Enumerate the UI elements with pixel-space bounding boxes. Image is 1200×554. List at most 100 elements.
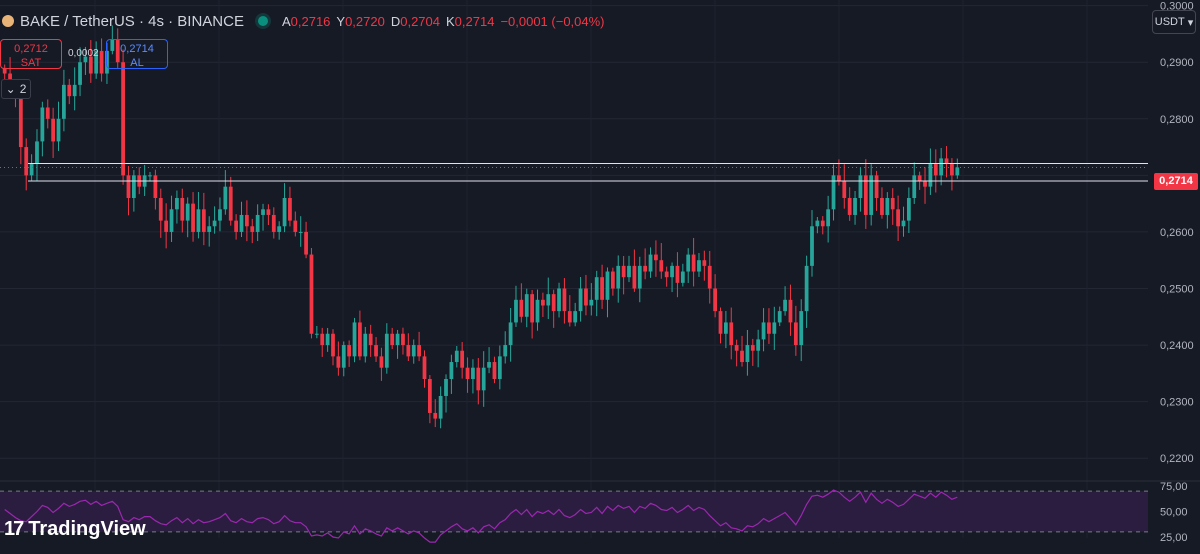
candle-body (772, 322, 777, 334)
candle-body (88, 56, 93, 74)
sell-button[interactable]: 0,2712 SAT (0, 39, 62, 69)
candle-body (594, 277, 599, 300)
candle-body (449, 362, 454, 380)
candle-body (341, 345, 346, 368)
candle-body (637, 265, 642, 289)
candle-body (72, 84, 77, 97)
high-label: Y (336, 13, 346, 29)
candle-body (524, 294, 529, 317)
candle-body (234, 220, 239, 232)
candle-body (358, 322, 362, 357)
candle-body (551, 294, 556, 312)
candle-body (352, 322, 357, 357)
candle-body (427, 379, 432, 413)
rsi-band (0, 491, 1148, 532)
candle-body (589, 299, 594, 306)
bake-coin-icon (2, 15, 14, 27)
rsi-tick-label: 75,00 (1160, 481, 1188, 493)
candle-body (880, 197, 884, 215)
y-tick-label: 0,2600 (1160, 227, 1194, 239)
candle-body (917, 175, 922, 182)
candle-body (293, 220, 298, 232)
candle-body (896, 209, 900, 227)
y-tick-label: 0,2400 (1160, 340, 1194, 352)
candle-body (164, 220, 169, 232)
candle-body (497, 356, 502, 380)
sell-label: SAT (20, 57, 42, 69)
candle-body (363, 333, 368, 357)
candle-body (729, 322, 734, 346)
candle-body (454, 350, 459, 363)
candle-body (621, 265, 626, 278)
candle-body (62, 84, 66, 119)
candle-body (659, 260, 664, 272)
change-value: −0,0001 (−0,04%) (500, 13, 605, 29)
candle-body (309, 254, 314, 334)
candle-body (664, 271, 669, 278)
y-tick-label: 0,2300 (1160, 397, 1194, 409)
candle-body (632, 265, 637, 289)
candle-body (713, 288, 718, 312)
candle-body (562, 288, 567, 312)
candle-body (815, 220, 820, 227)
tradingview-wordmark: TradingView (28, 518, 146, 540)
candle-body (325, 333, 330, 346)
candle-body (767, 322, 771, 334)
last-price-tag: 0,2714 (1154, 173, 1198, 190)
candle-body (18, 96, 23, 148)
candle-body (541, 299, 545, 306)
candle-body (476, 367, 481, 391)
candle-body (804, 265, 809, 312)
candle-body (750, 345, 755, 351)
candle-body (799, 311, 804, 346)
close-value: 0,2714 (454, 13, 495, 29)
candle-body (944, 158, 949, 165)
candle-body (761, 322, 766, 340)
symbol-title[interactable]: BAKE / TetherUS · 4s · BINANCE (20, 12, 244, 30)
candle-body (277, 226, 282, 232)
candle-body (148, 175, 152, 177)
candle-body (379, 356, 384, 368)
open-label: A (281, 13, 291, 29)
candle-body (465, 367, 470, 380)
candle-body (384, 333, 389, 368)
candle-body (406, 345, 411, 357)
candle-body (810, 226, 814, 266)
candle-body (40, 107, 45, 142)
rsi-line (4, 489, 958, 543)
candle-body (207, 226, 212, 232)
y-tick-label: 0,3000 (1160, 1, 1194, 13)
chart-header: BAKE / TetherUS · 4s · BINANCE A0,2716 Y… (0, 6, 605, 36)
candle-body (793, 322, 798, 346)
indicators-collapse-button[interactable]: ⌄ 2 (1, 79, 31, 99)
candle-body (858, 175, 863, 198)
buy-label: AL (130, 57, 144, 69)
indicator-count: 2 (19, 82, 27, 96)
buy-button[interactable]: 0,2714 AL (106, 39, 168, 69)
candle-body (605, 271, 610, 300)
candle-body (218, 209, 222, 221)
candle-body (282, 197, 287, 227)
candle-body (471, 367, 475, 380)
candle-body (417, 345, 421, 357)
candle-body (481, 367, 486, 391)
candle-body (374, 345, 378, 357)
candle-body (508, 322, 513, 346)
sell-price: 0,2712 (14, 43, 48, 55)
candle-body (788, 299, 793, 323)
candle-body (99, 50, 104, 74)
candle-body (51, 118, 56, 142)
currency-label: USDT (1154, 16, 1185, 28)
candle-body (438, 395, 443, 419)
candle-body (126, 175, 131, 198)
candle-body (320, 333, 325, 346)
candle-body (395, 333, 400, 346)
low-label: D (390, 13, 401, 29)
currency-select[interactable]: USDT ▾ (1152, 10, 1196, 34)
candle-body (697, 260, 701, 272)
candle-body (444, 379, 448, 396)
candle-body (336, 356, 341, 368)
candle-body (610, 271, 615, 289)
candle-body (153, 175, 158, 198)
